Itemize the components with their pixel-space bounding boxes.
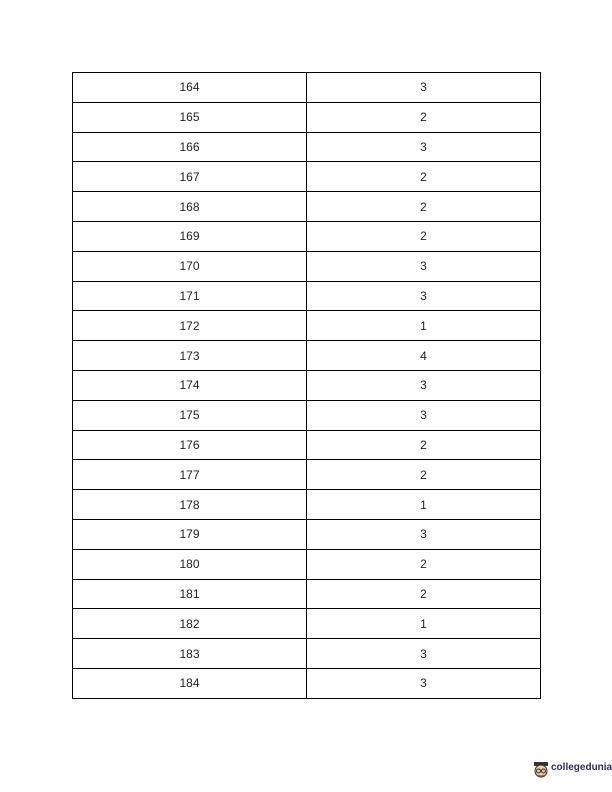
- cell-value: 175: [72, 399, 307, 431]
- logo-text: collegedunia: [551, 762, 612, 773]
- table-row: 168 2: [72, 191, 541, 222]
- table-row: 174 3: [72, 369, 541, 401]
- cell-count: 3: [306, 667, 541, 699]
- cell-value: 182: [72, 608, 307, 640]
- table-row: 165 2: [72, 101, 541, 133]
- student-mascot-icon: [534, 762, 548, 778]
- data-table: 164 3 165 2 166 3 167 2 168 2 169 2 170 3 171 3 172 1 173 4…: [72, 72, 541, 699]
- cell-value: 181: [72, 578, 307, 610]
- cell-count: 2: [306, 459, 541, 491]
- cell-value: 183: [72, 638, 307, 669]
- table-row: 178 1: [72, 489, 541, 520]
- cell-count: 2: [306, 101, 541, 133]
- cell-count: 2: [306, 220, 541, 252]
- table-row: 180 2: [72, 548, 541, 580]
- table-row: 173 4: [72, 340, 541, 371]
- cell-count: 2: [306, 429, 541, 461]
- table-row: 183 3: [72, 638, 541, 669]
- cell-value: 174: [72, 369, 307, 401]
- cell-value: 179: [72, 518, 307, 550]
- cell-count: 2: [306, 161, 541, 193]
- cell-value: 184: [72, 667, 307, 699]
- cell-count: 3: [306, 638, 541, 669]
- table-row: 176 2: [72, 429, 541, 461]
- table-row: 175 3: [72, 399, 541, 431]
- cell-value: 166: [72, 131, 307, 163]
- cell-value: 164: [72, 72, 307, 103]
- cell-count: 3: [306, 131, 541, 163]
- cell-count: 3: [306, 518, 541, 550]
- cell-count: 3: [306, 399, 541, 431]
- table-row: 164 3: [72, 72, 541, 103]
- cell-count: 2: [306, 578, 541, 610]
- collegedunia-logo: collegedunia: [531, 760, 612, 780]
- cell-value: 170: [72, 250, 307, 282]
- table-row: 184 3: [72, 667, 541, 699]
- cell-count: 3: [306, 72, 541, 103]
- table-row: 170 3: [72, 250, 541, 282]
- logo-tagline: [551, 773, 612, 777]
- table-row: 167 2: [72, 161, 541, 193]
- cell-count: 1: [306, 489, 541, 520]
- table-row: 179 3: [72, 518, 541, 550]
- table-row: 177 2: [72, 459, 541, 491]
- table-row: 166 3: [72, 131, 541, 163]
- cell-value: 167: [72, 161, 307, 193]
- cell-value: 169: [72, 220, 307, 252]
- cell-value: 172: [72, 310, 307, 342]
- cell-count: 3: [306, 250, 541, 282]
- cell-value: 176: [72, 429, 307, 461]
- cell-value: 165: [72, 101, 307, 133]
- table-row: 171 3: [72, 280, 541, 312]
- cell-value: 168: [72, 191, 307, 222]
- cell-count: 3: [306, 280, 541, 312]
- cell-value: 180: [72, 548, 307, 580]
- cell-count: 1: [306, 608, 541, 640]
- cell-count: 2: [306, 191, 541, 222]
- table-row: 182 1: [72, 608, 541, 640]
- cell-count: 3: [306, 369, 541, 401]
- cell-count: 4: [306, 340, 541, 371]
- cell-value: 178: [72, 489, 307, 520]
- cell-count: 2: [306, 548, 541, 580]
- table-row: 172 1: [72, 310, 541, 342]
- table-row: 181 2: [72, 578, 541, 610]
- cell-value: 173: [72, 340, 307, 371]
- cell-count: 1: [306, 310, 541, 342]
- cell-value: 177: [72, 459, 307, 491]
- table-row: 169 2: [72, 220, 541, 252]
- cell-value: 171: [72, 280, 307, 312]
